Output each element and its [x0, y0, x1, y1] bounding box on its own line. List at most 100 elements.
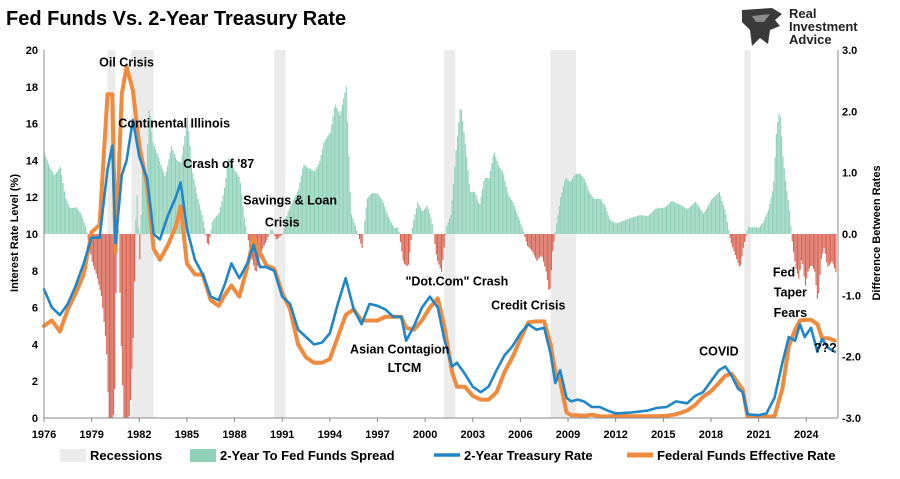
spread-bar-381: [548, 234, 550, 290]
spread-bar-13: [61, 174, 63, 234]
spread-bar-432: [615, 223, 617, 234]
spread-bar-510: [718, 191, 720, 234]
spread-bar-419: [598, 198, 600, 234]
spread-bar-274: [406, 234, 408, 267]
spread-bar-452: [642, 215, 644, 234]
spread-bar-329: [479, 204, 481, 234]
spread-bar-280: [414, 214, 416, 234]
annotations: Oil Crisis Continental Illinois Crash of '…: [99, 56, 837, 375]
spread-bar-200: [308, 168, 310, 234]
spread-bar-309: [452, 183, 455, 234]
spread-bar-385: [553, 234, 555, 242]
spread-bar-176: [276, 234, 279, 239]
spread-bar-281: [415, 208, 417, 234]
spread-bar-487: [688, 207, 690, 234]
spread-bar-556: [779, 116, 781, 234]
spread-bar-110: [189, 146, 191, 234]
spread-bar-221: [336, 108, 338, 234]
spread-bar-530: [745, 234, 747, 237]
spread-bar-539: [757, 227, 759, 234]
spread-bar-459: [651, 212, 653, 234]
spread-bar-168: [266, 234, 268, 241]
spread-bar-355: [513, 205, 515, 234]
spread-bar-511: [720, 196, 722, 234]
spread-bar-391: [561, 191, 563, 234]
spread-bar-1: [45, 156, 47, 234]
spread-bar-537: [754, 227, 756, 234]
spread-bar-576: [806, 234, 808, 279]
spread-bar-45: [103, 234, 105, 323]
spread-bar-239: [360, 234, 362, 244]
spread-bar-595: [831, 234, 833, 262]
spread-bar-504: [710, 199, 713, 234]
spread-bar-584: [816, 234, 818, 299]
spread-bar-217: [331, 124, 333, 234]
spread-bar-528: [742, 234, 744, 248]
spread-bar-369: [532, 234, 534, 253]
spread-bar-434: [618, 222, 620, 234]
spread-bar-491: [693, 202, 695, 234]
spread-bar-6: [51, 172, 54, 234]
spread-bar-75: [143, 161, 145, 234]
spread-bar-44: [102, 234, 104, 309]
spread-bar-128: [213, 218, 215, 234]
x-tick-label-10: 2006: [508, 429, 532, 441]
spread-bar-91: [164, 175, 166, 234]
spread-bar-564: [790, 226, 792, 234]
spread-bar-409: [585, 182, 587, 234]
spread-bar-509: [717, 193, 719, 234]
spread-bar-349: [505, 186, 507, 234]
spread-bar-372: [536, 234, 538, 261]
spread-bar-148: [239, 182, 241, 234]
spread-bar-207: [317, 164, 320, 234]
spread-bar-575: [804, 234, 807, 286]
spread-bar-225: [341, 104, 343, 235]
spread-bar-210: [321, 148, 323, 234]
spread-bar-569: [796, 234, 799, 274]
spread-bar-463: [656, 208, 658, 234]
spread-bar-260: [388, 217, 390, 234]
annotation-9: COVID: [699, 344, 739, 358]
spread-bar-172: [271, 229, 273, 234]
spread-bar-351: [508, 195, 510, 234]
y-right-tick-label-6: 3.0: [842, 45, 857, 57]
spread-bar-296: [435, 234, 437, 255]
y-right-tick-label-0: -3.0: [842, 413, 861, 425]
spread-bar-219: [333, 108, 335, 234]
two-year-line: [42, 118, 837, 417]
spread-bar-458: [650, 213, 652, 234]
spread-bar-364: [525, 234, 527, 242]
spread-bar-170: [268, 233, 271, 234]
spread-bar-375: [540, 234, 542, 256]
x-tick-label-1: 1979: [79, 429, 103, 441]
spread-bar-470: [665, 205, 668, 234]
spread-bar-523: [736, 234, 738, 259]
spread-bar-77: [145, 178, 147, 234]
spread-bar-438: [623, 220, 625, 234]
spread-bar-41: [98, 234, 100, 285]
spread-bar-226: [343, 98, 345, 234]
spread-bar-233: [352, 218, 354, 234]
spread-bar-122: [205, 234, 207, 236]
spread-bar-577: [807, 234, 809, 272]
spread-bar-312: [456, 136, 458, 234]
y-left-tick-label-2: 4: [32, 339, 39, 351]
spread-bar-133: [220, 207, 222, 234]
spread-bar-186: [290, 206, 292, 234]
spread-bar-425: [606, 211, 608, 234]
spread-bar-21: [71, 207, 73, 234]
spread-bar-241: [362, 234, 365, 235]
spread-bar-488: [689, 206, 691, 234]
spread-bar-428: [610, 220, 612, 234]
spread-bar-565: [791, 234, 793, 242]
spread-bar-202: [311, 169, 313, 234]
spread-bar-466: [660, 207, 662, 234]
spread-bar-135: [222, 195, 224, 234]
spread-bar-273: [405, 234, 407, 266]
spread-bar-406: [581, 175, 583, 234]
spread-bar-167: [264, 234, 267, 243]
spread-bar-185: [288, 208, 290, 234]
spread-bar-585: [818, 234, 820, 294]
spread-bar-11: [58, 168, 60, 234]
annotation-0: Oil Crisis: [99, 56, 154, 70]
